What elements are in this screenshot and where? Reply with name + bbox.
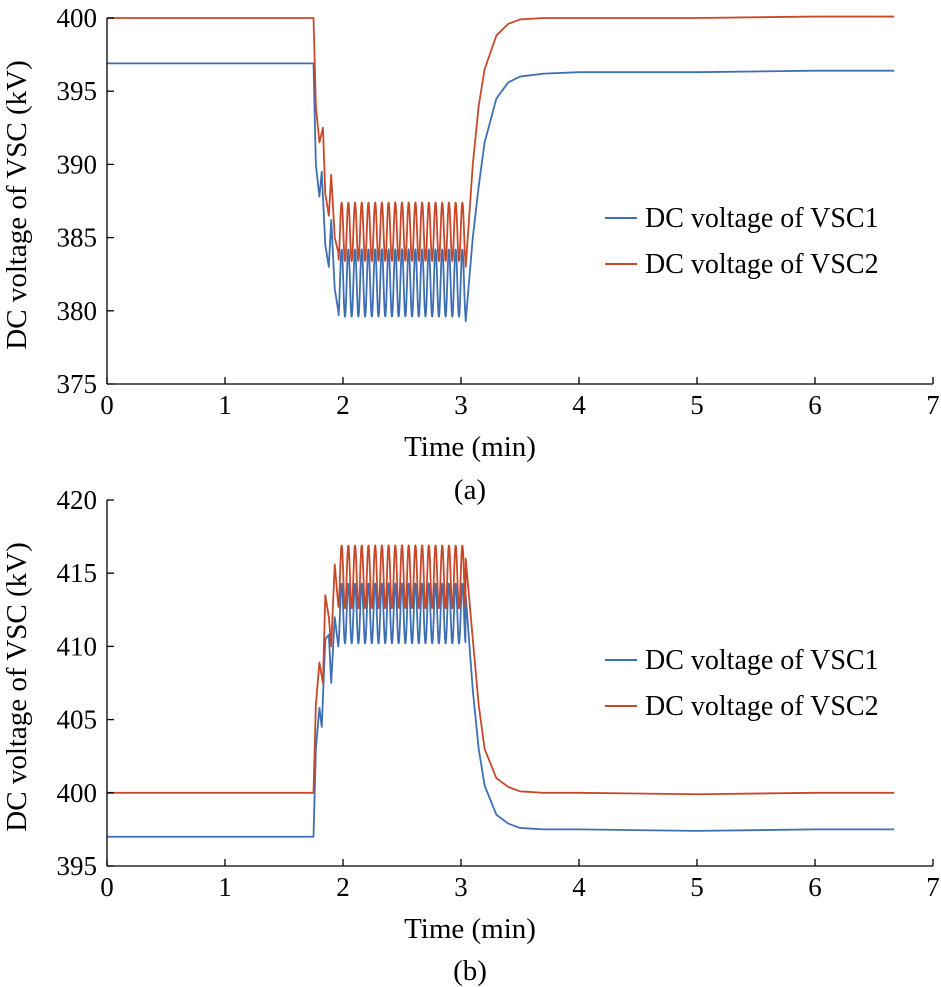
series-line-vsc1 (107, 582, 895, 838)
x-tick-label: 6 (808, 390, 822, 420)
legend: DC voltage of VSC1 DC voltage of VSC2 (605, 645, 879, 722)
x-axis-label: Time (min) (404, 913, 536, 945)
y-tick-label: 385 (57, 223, 98, 253)
x-tick-label: 7 (926, 872, 940, 902)
y-tick-label: 405 (57, 705, 98, 735)
x-tick-label: 3 (454, 390, 468, 420)
x-tick-label: 6 (808, 872, 822, 902)
y-tick-label: 395 (57, 76, 98, 106)
y-tick-label: 400 (57, 3, 98, 33)
y-tick-label: 400 (57, 778, 98, 808)
panel-label: (b) (453, 955, 487, 987)
y-tick-label: 420 (57, 485, 98, 515)
series-line-vsc1 (107, 62, 895, 322)
chart-panel-a: 0 1 2 3 4 5 6 7 375 380 385 390 395 400 Time (min) DC v… (1, 3, 940, 506)
y-tick-label: 380 (57, 296, 98, 326)
y-tick-label: 395 (57, 851, 98, 881)
y-axis-label: DC voltage of VSC (kV) (1, 542, 33, 831)
x-tick-label: 4 (572, 390, 586, 420)
legend-label-vsc1: DC voltage of VSC1 (645, 203, 879, 234)
x-tick-label: 5 (690, 390, 704, 420)
legend-label-vsc1: DC voltage of VSC1 (645, 645, 879, 676)
legend-label-vsc2: DC voltage of VSC2 (645, 691, 879, 722)
y-tick-label: 415 (57, 558, 98, 588)
x-tick-label: 0 (100, 872, 114, 902)
y-tick-label: 390 (57, 149, 98, 179)
x-axis-label: Time (min) (404, 431, 536, 463)
x-tick-label: 1 (218, 872, 232, 902)
y-axis-label: DC voltage of VSC (kV) (1, 60, 33, 349)
x-tick-label: 2 (336, 872, 350, 902)
chart-panel-b: 0 1 2 3 4 5 6 7 395 400 405 410 415 420 Time (min) DC v… (1, 485, 940, 987)
x-tick-label: 3 (454, 872, 468, 902)
x-tick-label: 4 (572, 872, 586, 902)
x-tick-label: 0 (100, 390, 114, 420)
x-tick-label: 7 (926, 390, 940, 420)
panel-label: (a) (454, 474, 486, 506)
legend: DC voltage of VSC1 DC voltage of VSC2 (605, 203, 879, 280)
x-tick-label: 1 (218, 390, 232, 420)
series-line-vsc2 (107, 544, 895, 796)
legend-label-vsc2: DC voltage of VSC2 (645, 249, 879, 280)
x-tick-label: 2 (336, 390, 350, 420)
x-tick-label: 5 (690, 872, 704, 902)
series-line-vsc2 (107, 15, 895, 268)
y-tick-label: 410 (57, 631, 98, 661)
y-tick-label: 375 (57, 369, 98, 399)
